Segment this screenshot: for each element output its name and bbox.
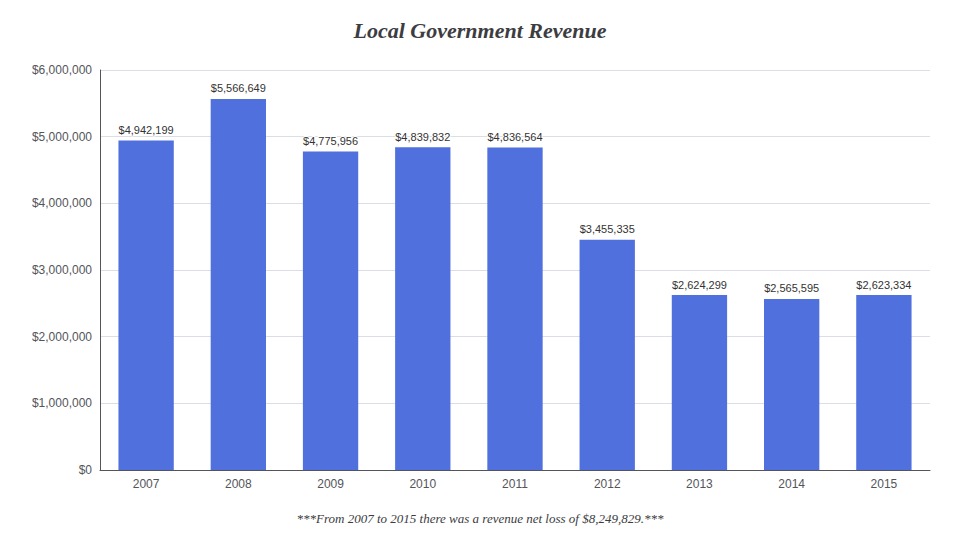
svg-text:$2,565,595: $2,565,595 [764, 282, 819, 294]
svg-text:$4,942,199: $4,942,199 [119, 124, 174, 136]
svg-text:$1,000,000: $1,000,000 [32, 396, 92, 410]
svg-text:2010: 2010 [409, 477, 436, 491]
svg-text:$6,000,000: $6,000,000 [32, 63, 92, 77]
svg-text:2012: 2012 [594, 477, 621, 491]
svg-text:$2,000,000: $2,000,000 [32, 330, 92, 344]
svg-text:$3,000,000: $3,000,000 [32, 263, 92, 277]
svg-text:2008: 2008 [225, 477, 252, 491]
svg-text:2007: 2007 [133, 477, 160, 491]
svg-text:2015: 2015 [871, 477, 898, 491]
svg-text:$3,455,335: $3,455,335 [580, 223, 635, 235]
svg-text:$4,839,832: $4,839,832 [395, 131, 450, 143]
svg-text:$0: $0 [79, 463, 93, 477]
svg-text:2009: 2009 [317, 477, 344, 491]
svg-text:$2,624,299: $2,624,299 [672, 279, 727, 291]
svg-text:2011: 2011 [502, 477, 528, 491]
svg-text:***From 2007 to 2015 there was: ***From 2007 to 2015 there was a revenue… [297, 511, 664, 526]
svg-text:$5,566,649: $5,566,649 [211, 82, 266, 94]
svg-text:$4,000,000: $4,000,000 [32, 196, 92, 210]
svg-text:$2,623,334: $2,623,334 [856, 279, 911, 291]
svg-text:$4,836,564: $4,836,564 [487, 131, 542, 143]
svg-text:2013: 2013 [686, 477, 713, 491]
svg-text:$5,000,000: $5,000,000 [32, 130, 92, 144]
svg-text:Local Government Revenue: Local Government Revenue [353, 18, 607, 43]
svg-text:2014: 2014 [778, 477, 805, 491]
svg-text:$4,775,956: $4,775,956 [303, 135, 358, 147]
